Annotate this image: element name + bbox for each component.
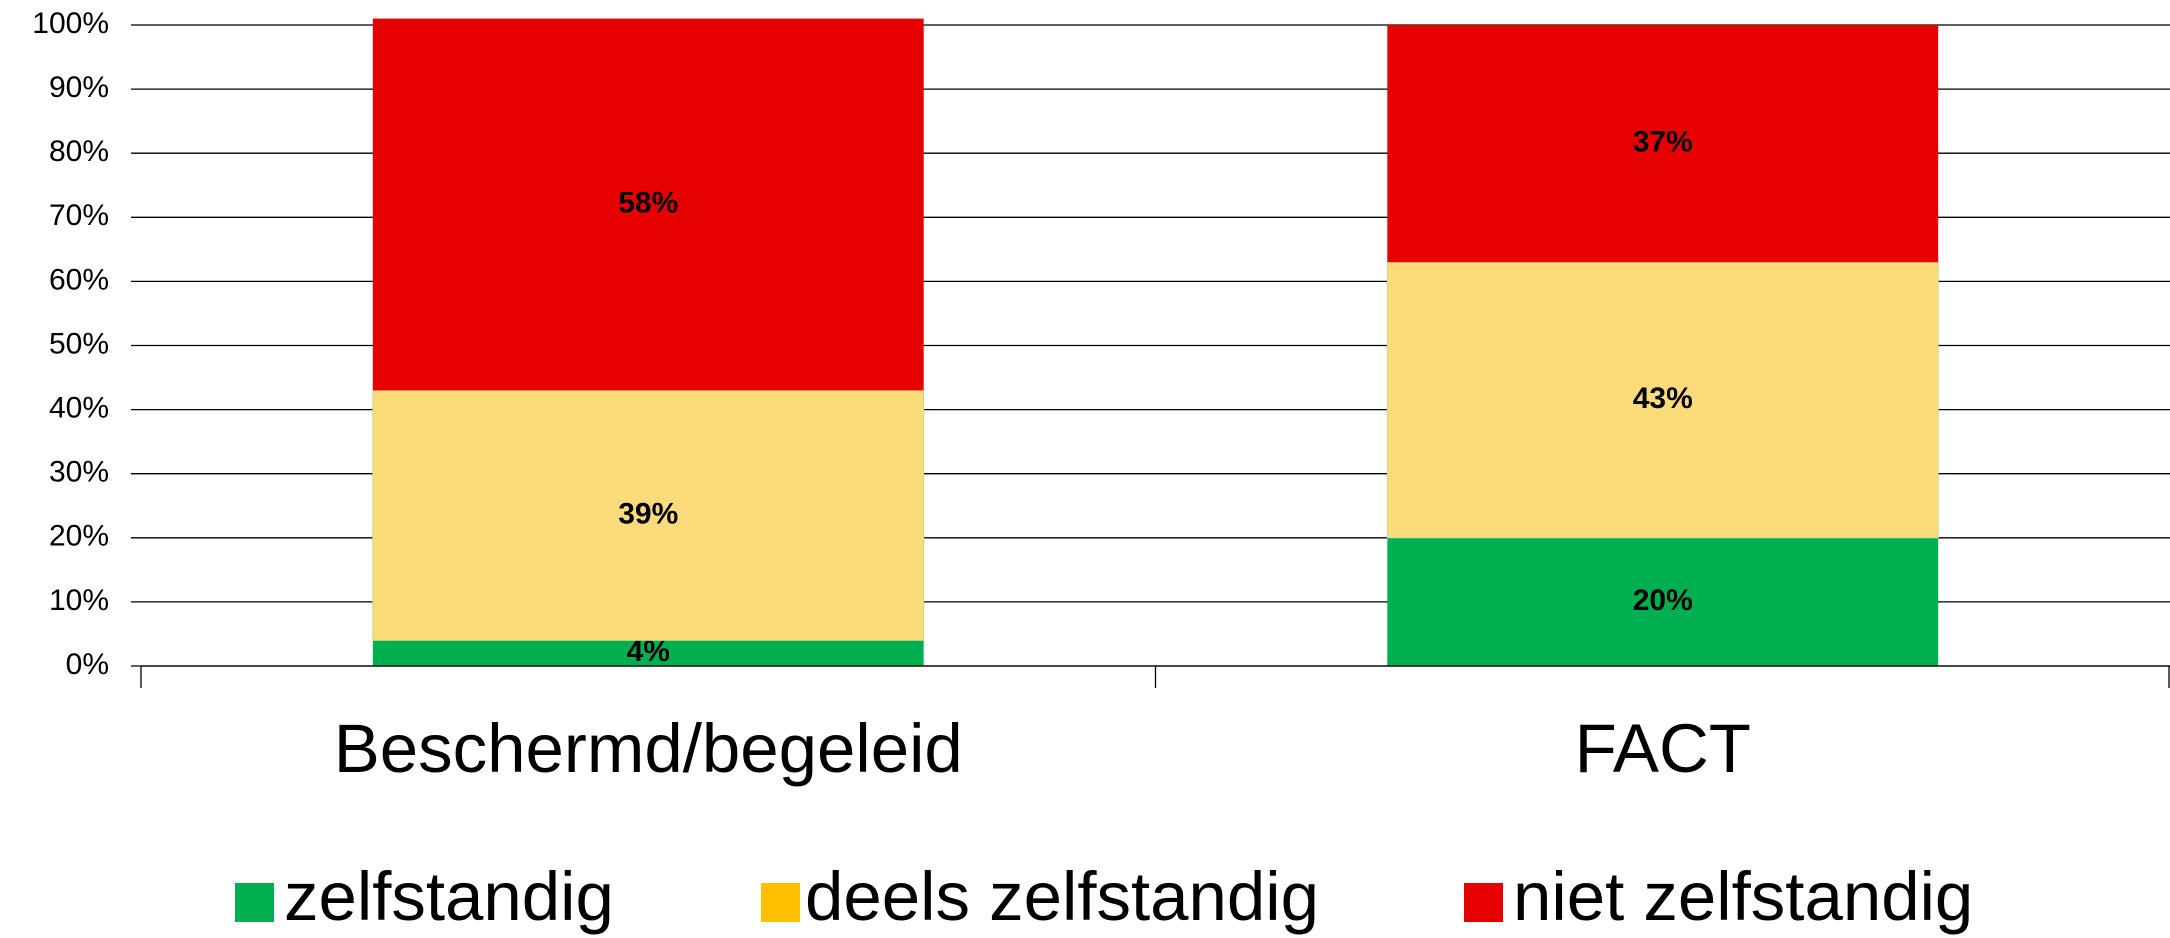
y-tick-label: 30% bbox=[49, 456, 109, 489]
bar-segment bbox=[372, 389, 925, 641]
y-tick-label: 50% bbox=[49, 327, 109, 360]
legend-label: niet zelfstandig bbox=[1513, 858, 1973, 935]
data-label: 58% bbox=[618, 186, 678, 219]
bar-segment bbox=[372, 18, 924, 391]
legend-swatch bbox=[1464, 883, 1503, 922]
y-tick-label: 80% bbox=[49, 135, 109, 168]
legend-label: zelfstandig bbox=[284, 858, 614, 935]
y-tick-label: 100% bbox=[32, 7, 109, 40]
y-tick-label: 40% bbox=[49, 392, 109, 425]
bar-segment bbox=[1387, 537, 1939, 666]
bar-segment bbox=[1386, 261, 1939, 539]
data-label: 37% bbox=[1633, 126, 1693, 159]
legend-swatch bbox=[235, 883, 274, 922]
y-tick-label: 0% bbox=[66, 648, 109, 681]
y-tick-label: 90% bbox=[49, 71, 109, 104]
y-tick-label: 60% bbox=[49, 263, 109, 296]
data-label: 39% bbox=[618, 497, 678, 530]
bar-segment bbox=[372, 640, 924, 666]
bar-segment bbox=[1387, 25, 1939, 263]
x-tick-label: Beschermd/begeleid bbox=[334, 710, 963, 787]
x-tick-label: FACT bbox=[1575, 710, 1751, 787]
y-tick-label: 10% bbox=[49, 584, 109, 617]
legend-label: deels zelfstandig bbox=[805, 858, 1319, 935]
legend-swatch bbox=[761, 883, 800, 922]
data-label: 20% bbox=[1633, 584, 1693, 617]
y-tick-label: 20% bbox=[49, 520, 109, 553]
y-tick-label: 70% bbox=[49, 199, 109, 232]
data-label: 43% bbox=[1633, 382, 1693, 415]
